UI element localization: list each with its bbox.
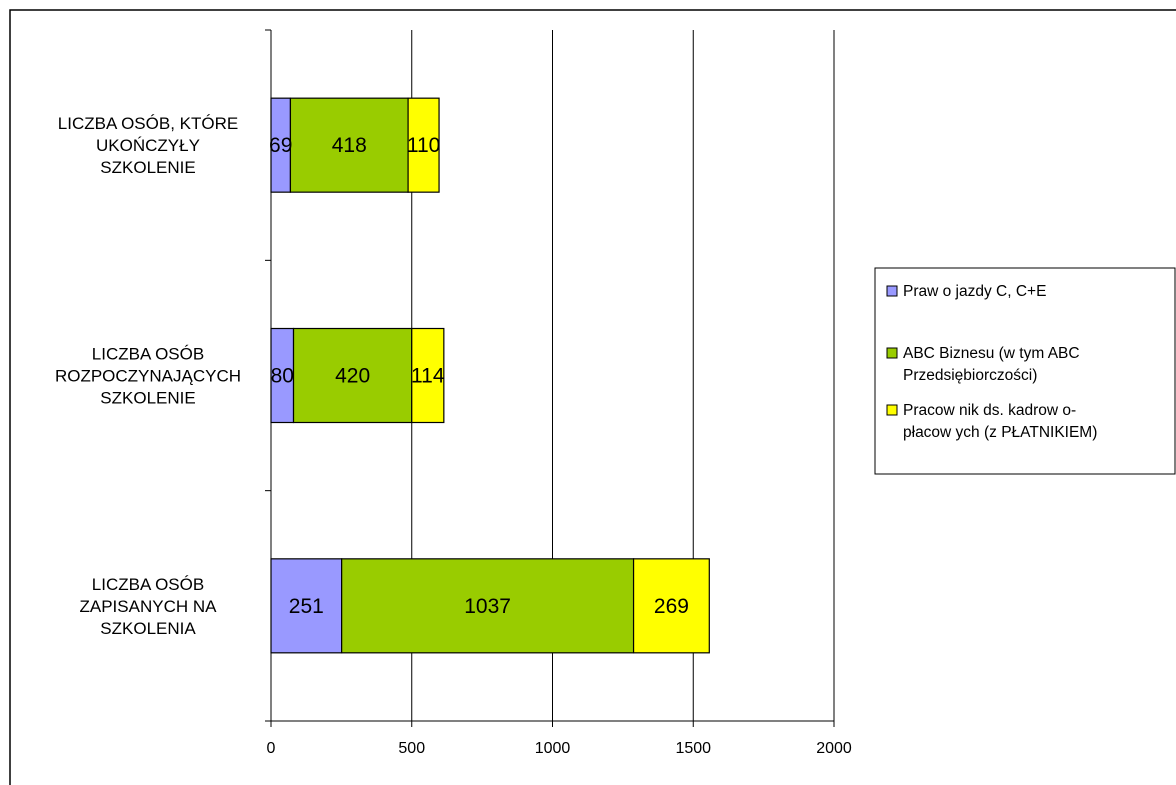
legend-label-3-line-1: Pracow nik ds. kadrow o-: [903, 402, 1076, 419]
data-label-series2-cat3: 1037: [464, 595, 511, 618]
category-label-3-line-3: SZKOLENIA: [100, 619, 196, 638]
bar-series3-cat2: [411, 327, 445, 424]
data-label-series2-cat2: 420: [335, 365, 370, 388]
category-label-2-line-1: LICZBA OSÓB: [92, 345, 204, 364]
x-tick-label-2000: 2000: [816, 740, 852, 757]
data-label-series3-cat1: 110: [407, 134, 440, 157]
bar-series3-cat1: [407, 97, 440, 193]
legend-swatch-2: [886, 347, 898, 359]
category-label-1-line-1: LICZBA OSÓB, KTÓRE: [58, 114, 238, 133]
data-label-series1-cat3: 251: [289, 595, 324, 618]
legend-swatch-1: [886, 285, 898, 297]
bars: [270, 97, 710, 654]
category-label-3-line-2: ZAPISANYCH NA: [80, 597, 218, 616]
legend-label-3-line-2: płacow ych (z PŁATNIKIEM): [903, 424, 1097, 441]
data-label-series1-cat1: 69: [269, 134, 292, 157]
legend-label-2-line-1: ABC Biznesu (w tym ABC: [903, 345, 1080, 362]
category-labels: LICZBA OSÓB, KTÓRE UKOŃCZYŁY SZKOLENIE LICZ…: [55, 114, 241, 638]
category-label-1-line-3: SZKOLENIE: [100, 158, 195, 177]
bar-series3-cat3: [632, 558, 710, 654]
category-label-3-line-1: LICZBA OSÓB: [92, 575, 204, 594]
category-label-2-line-3: SZKOLENIE: [100, 389, 195, 408]
data-label-series1-cat2: 80: [271, 365, 294, 388]
data-label-series3-cat2: 114: [411, 365, 445, 388]
bar-series1-cat3: [270, 558, 343, 654]
legend-label-1-line-1: Praw o jazdy C, C+E: [903, 283, 1046, 300]
x-tick-label-1500: 1500: [675, 740, 711, 757]
x-tick-label-0: 0: [267, 740, 276, 757]
category-label-1-line-2: UKOŃCZYŁY: [96, 136, 200, 155]
data-label-series3-cat3: 269: [654, 595, 689, 618]
axes: [265, 29, 835, 727]
bar-series2-cat1: [289, 97, 409, 193]
x-tick-label-500: 500: [398, 740, 425, 757]
legend-box: [874, 267, 1176, 475]
x-tick-labels: 0 500 1000 1500 2000: [267, 740, 852, 757]
legend: Praw o jazdy C, C+E ABC Biznesu (w tym AB…: [874, 267, 1176, 475]
bar-series2-cat2: [292, 327, 413, 424]
x-tick-label-1000: 1000: [535, 740, 571, 757]
legend-swatch-3: [886, 404, 898, 416]
legend-label-2-line-2: Przedsiębiorczości): [903, 367, 1037, 384]
data-labels: 69 418 110 80 420 114 251 1037 269: [269, 134, 689, 618]
category-label-2-line-2: ROZPOCZYNAJĄCYCH: [55, 367, 241, 386]
data-label-series2-cat1: 418: [332, 134, 367, 157]
